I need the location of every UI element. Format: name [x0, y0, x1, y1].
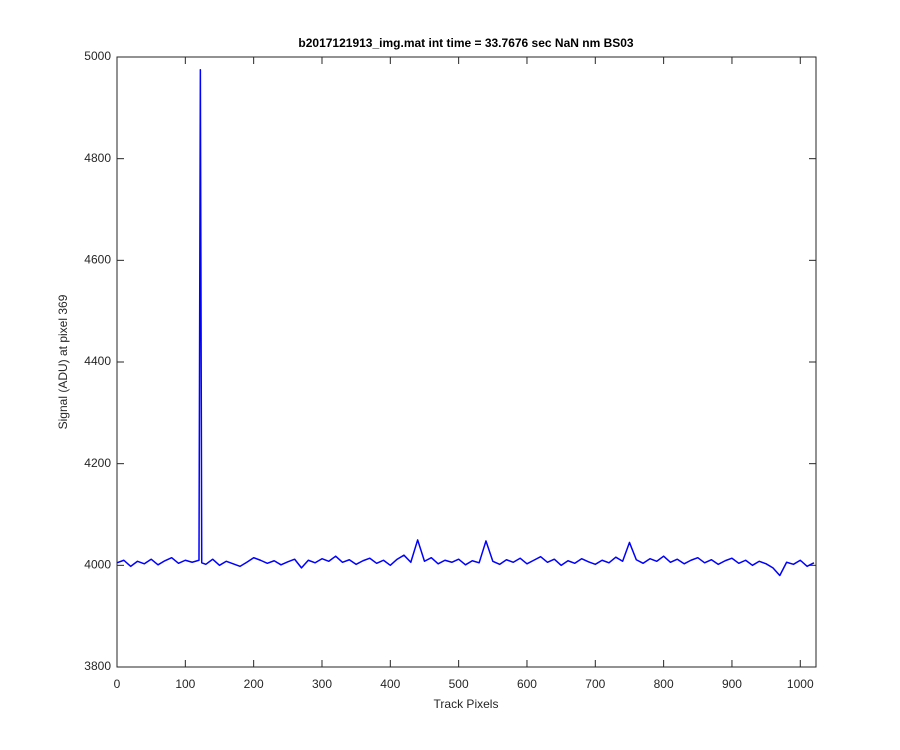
x-tick-label: 200 — [244, 677, 264, 691]
x-tick-label: 900 — [722, 677, 742, 691]
x-tick-label: 700 — [585, 677, 605, 691]
data-line — [116, 68, 815, 577]
y-tick-label: 4600 — [84, 253, 111, 267]
x-tick-label: 500 — [449, 677, 469, 691]
x-tick-label: 400 — [380, 677, 400, 691]
chart-title: b2017121913_img.mat int time = 33.7676 s… — [298, 36, 634, 50]
x-tick-label: 1000 — [787, 677, 814, 691]
y-tick-label: 4800 — [84, 151, 111, 165]
x-tick-label: 100 — [175, 677, 195, 691]
y-tick-label: 4200 — [84, 456, 111, 470]
y-tick-label: 4000 — [84, 558, 111, 572]
y-tick-label: 3800 — [84, 659, 111, 673]
x-tick-label: 800 — [654, 677, 674, 691]
x-tick-label: 600 — [517, 677, 537, 691]
x-axis-label: Track Pixels — [434, 697, 499, 711]
x-tick-label: 300 — [312, 677, 332, 691]
y-tick-label: 5000 — [84, 49, 111, 63]
y-tick-label: 4400 — [84, 354, 111, 368]
y-axis-label: Signal (ADU) at pixel 369 — [56, 294, 70, 429]
x-tick-label: 0 — [114, 677, 121, 691]
